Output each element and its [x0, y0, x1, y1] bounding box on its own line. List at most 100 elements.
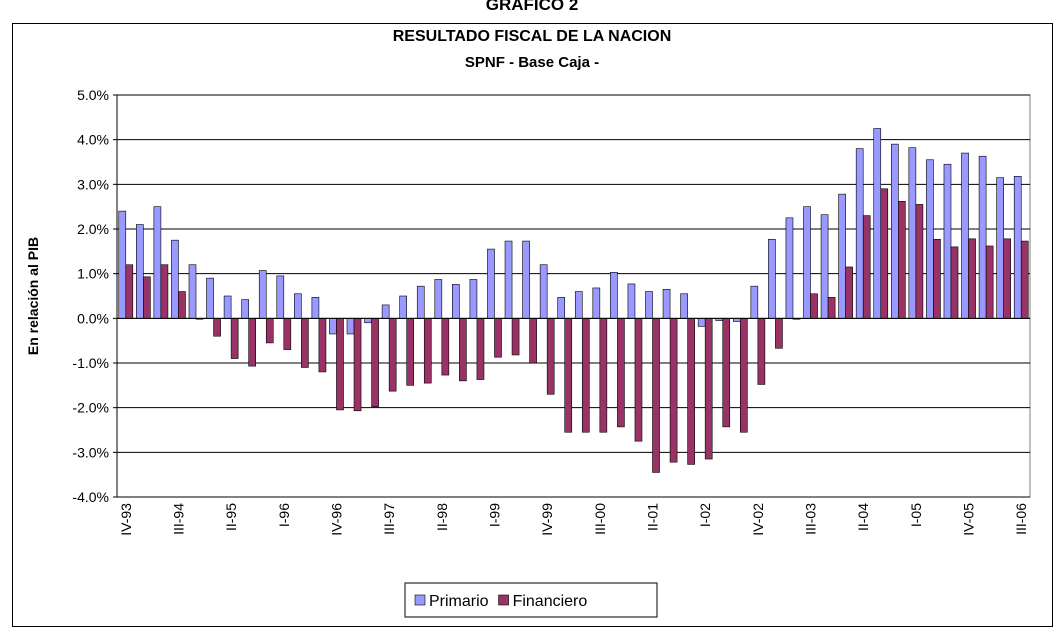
bar — [915, 204, 924, 319]
bar — [171, 239, 179, 319]
bar — [564, 318, 573, 433]
bar — [223, 295, 232, 319]
bar — [546, 318, 555, 395]
bar — [926, 159, 934, 319]
bar — [669, 318, 678, 463]
x-tick-label: III-06 — [1013, 503, 1029, 535]
bar — [294, 293, 302, 319]
bar — [880, 188, 889, 319]
bar — [803, 206, 811, 319]
bar — [248, 318, 257, 367]
y-tick-label: -3.0% — [72, 444, 109, 460]
bar — [652, 318, 660, 473]
bar — [434, 279, 443, 319]
bar — [118, 210, 127, 319]
x-tick-label: I-96 — [276, 503, 292, 527]
bar — [599, 318, 608, 433]
bar — [153, 206, 162, 319]
bar — [511, 318, 520, 356]
bar — [399, 295, 408, 319]
bar — [645, 291, 653, 319]
bar — [617, 318, 625, 428]
bar — [827, 297, 836, 319]
bar — [1013, 175, 1022, 319]
bar — [469, 279, 478, 319]
bar — [346, 318, 355, 335]
bar — [757, 318, 766, 385]
bar — [125, 264, 134, 319]
x-tick-label: III-97 — [381, 503, 397, 535]
bar — [697, 318, 706, 327]
bar — [188, 264, 197, 319]
bar — [574, 291, 583, 319]
bar — [820, 214, 829, 319]
bar — [522, 240, 530, 319]
bar — [241, 299, 249, 319]
y-tick-label: 4.0% — [77, 132, 109, 148]
bar — [704, 318, 713, 460]
bar — [353, 318, 362, 412]
x-tick-label: III-94 — [170, 503, 186, 535]
bar — [178, 291, 186, 319]
bar — [890, 143, 899, 319]
x-tick-label: I-99 — [486, 503, 502, 527]
bar — [978, 155, 987, 319]
bar — [487, 248, 495, 319]
bar — [494, 318, 502, 358]
x-tick-label: IV-05 — [961, 503, 977, 536]
bar — [371, 318, 379, 408]
bar — [283, 318, 292, 350]
bar — [364, 318, 372, 324]
y-tick-label: 0.0% — [77, 310, 109, 326]
bar — [687, 318, 695, 465]
bar — [329, 318, 337, 335]
y-tick-label: 3.0% — [77, 176, 109, 192]
bar — [539, 264, 548, 319]
bar — [504, 240, 513, 319]
bar — [206, 277, 214, 319]
bar — [873, 128, 882, 319]
chart-subtitle: SPNF - Base Caja - — [465, 54, 599, 71]
bar — [855, 148, 864, 319]
bar — [996, 177, 1004, 319]
bar — [136, 224, 144, 319]
bar — [581, 318, 590, 433]
bar — [160, 264, 169, 319]
x-tick-label: III-03 — [803, 503, 819, 535]
bar — [213, 318, 221, 337]
bar — [943, 163, 952, 319]
bar — [838, 193, 846, 319]
y-axis-label: En relación al PIB — [25, 237, 41, 355]
legend-frame — [404, 582, 658, 618]
chart-header: GRAFICO 2 — [486, 0, 579, 14]
bar — [265, 318, 274, 344]
bar — [476, 318, 485, 380]
x-tick-label: III-00 — [592, 503, 608, 535]
bar — [968, 238, 976, 319]
bar — [739, 318, 748, 433]
bar — [230, 318, 239, 359]
bar — [961, 152, 969, 319]
bar — [258, 270, 267, 319]
bar — [810, 293, 818, 319]
bar — [452, 284, 460, 319]
x-tick-label: II-01 — [645, 503, 661, 531]
y-tick-label: 1.0% — [77, 266, 109, 282]
y-tick-label: 2.0% — [77, 221, 109, 237]
bar — [845, 266, 853, 319]
legend-swatch — [414, 594, 426, 606]
legend-swatch — [498, 594, 509, 606]
bar — [423, 318, 432, 384]
bar — [143, 276, 151, 319]
bar — [722, 318, 731, 428]
bar — [441, 318, 450, 376]
x-tick-label: II-98 — [434, 503, 450, 531]
y-tick-label: -4.0% — [72, 489, 109, 505]
x-tick-label: IV-93 — [118, 503, 134, 536]
y-tick-label: -1.0% — [72, 355, 109, 371]
bar — [336, 318, 344, 411]
bar — [785, 217, 794, 319]
bar — [1003, 238, 1011, 319]
bar — [750, 285, 759, 319]
